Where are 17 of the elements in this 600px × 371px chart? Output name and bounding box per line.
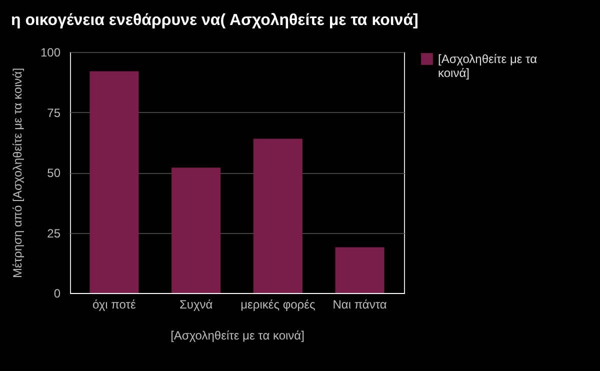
bar <box>253 138 302 293</box>
x-tick-label: μερικές φορές <box>240 298 316 312</box>
x-axis-title: [Ασχοληθείτε με τα κοινά] <box>170 328 304 342</box>
legend-label: [Ασχοληθείτε με τα κοινά] <box>438 52 538 80</box>
chart-title: η οικογένεια ενεθάρρυνε να( Ασχοληθείτε με τα κοινά] <box>10 12 418 29</box>
bar <box>90 71 139 293</box>
y-tick-label: 25 <box>47 226 61 240</box>
y-axis-title: Μέτρηση από [Ασχοληθείτε με τα κοινά] <box>10 68 24 278</box>
y-tick-label: 50 <box>47 166 61 180</box>
x-tick-label: Συχνά <box>179 298 213 312</box>
x-tick-label: Ναι πάντα <box>332 298 387 312</box>
y-tick-label: 100 <box>40 46 61 60</box>
bar <box>172 168 221 293</box>
y-tick-label: 0 <box>54 286 61 300</box>
y-tick-label: 75 <box>47 106 61 120</box>
x-tick-label: όχι ποτέ <box>92 298 137 312</box>
bar <box>335 247 384 293</box>
